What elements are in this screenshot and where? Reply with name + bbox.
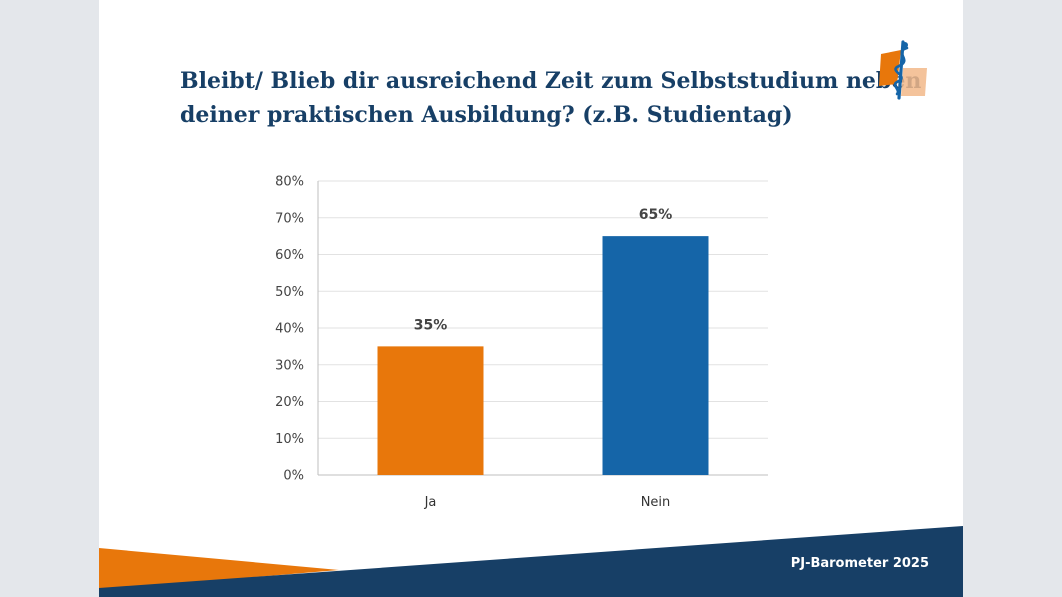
y-tick-label: 40% — [275, 322, 304, 337]
y-tick-label: 50% — [275, 285, 304, 300]
footer-band — [99, 526, 963, 597]
chart-bars — [377, 236, 709, 475]
chart-labels: 35% Ja 65% Nein — [414, 207, 673, 510]
y-tick-label: 80% — [275, 175, 304, 190]
staff-of-asclepius-icon — [879, 40, 927, 100]
y-tick-label: 60% — [275, 248, 304, 263]
chart-title: Bleibt/ Blieb dir ausreichend Zeit zum S… — [180, 64, 922, 132]
footer-label: PJ-Barometer 2025 — [790, 556, 929, 571]
x-category-label: Ja — [424, 495, 437, 510]
bar-chart: 0% 10% 20% 30% 40% 50% 60% 70% 80% 35% Ja 65% Nein — [275, 175, 768, 510]
y-tick-label: 20% — [275, 395, 304, 410]
x-category-label: Nein — [641, 495, 671, 510]
bar-ja — [377, 346, 484, 475]
y-tick-label: 30% — [275, 358, 304, 373]
slide: Bleibt/ Blieb dir ausreichend Zeit zum S… — [99, 0, 963, 597]
y-tick-label: 10% — [275, 432, 304, 447]
title-line-1: Bleibt/ Blieb dir ausreichend Zeit zum S… — [180, 68, 922, 94]
y-tick-label: 70% — [275, 211, 304, 226]
bar-nein — [602, 236, 709, 475]
y-tick-label: 0% — [283, 469, 304, 484]
y-axis-ticks: 0% 10% 20% 30% 40% 50% 60% 70% 80% — [275, 175, 304, 484]
data-label: 35% — [414, 317, 448, 333]
title-line-2: deiner praktischen Ausbildung? (z.B. Stu… — [180, 102, 793, 128]
data-label: 65% — [639, 207, 673, 223]
